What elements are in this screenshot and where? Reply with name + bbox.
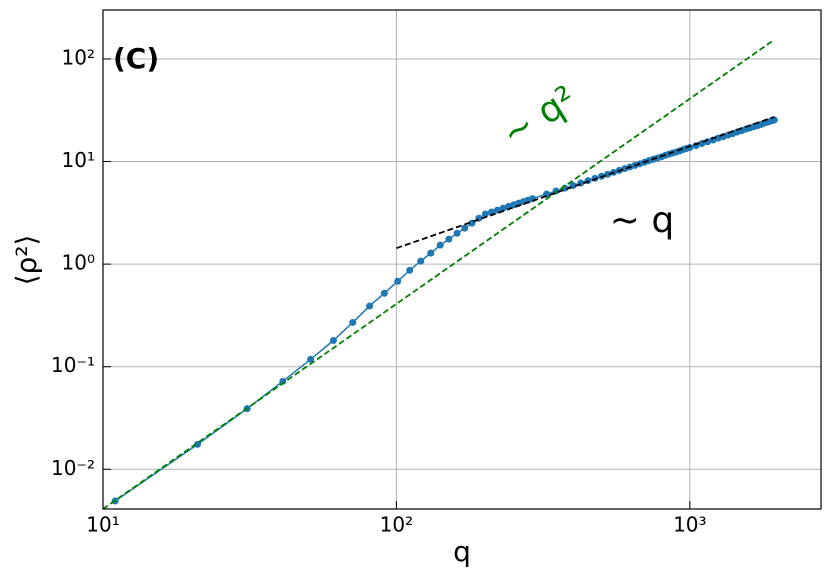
slope-annotation: ~ q²: [495, 78, 584, 155]
y-tick-label: 10²: [62, 45, 95, 69]
series-line: [396, 116, 775, 250]
data-point: [427, 249, 435, 257]
data-point: [194, 440, 202, 448]
y-tick-label: 10¹: [62, 148, 95, 172]
data-point: [380, 289, 388, 297]
data-point: [453, 229, 461, 237]
plot-frame: [102, 9, 822, 510]
x-axis-label: q: [453, 535, 471, 568]
data-point: [329, 337, 337, 345]
data-point: [307, 355, 315, 363]
grid: [102, 10, 821, 509]
x-tick-label: 10¹: [86, 513, 119, 537]
data-point: [406, 266, 414, 274]
data-point: [445, 235, 453, 243]
data-point: [366, 302, 374, 310]
series-line: [103, 38, 775, 509]
data-point: [417, 257, 425, 265]
y-tick-label: 10⁻²: [51, 456, 95, 480]
y-tick-label: 10⁻¹: [51, 353, 95, 377]
y-axis-label: ⟨ρ²⟩: [10, 235, 43, 286]
data-point: [481, 210, 489, 218]
data-point: [394, 277, 402, 285]
y-tick-label: 10⁰: [62, 251, 95, 275]
x-tick-label: 10²: [380, 513, 413, 537]
x-tick-label: 10³: [673, 513, 706, 537]
slope-annotation: ~ q: [610, 200, 674, 241]
series-line: [114, 119, 775, 502]
ticks: 10¹ 10² 10³ 10⁻² 10⁻¹ 10⁰ 10¹ 10²: [51, 45, 707, 536]
data-point: [349, 318, 357, 326]
data-point: [686, 144, 694, 152]
data-point: [436, 241, 444, 249]
data-point: [499, 204, 507, 212]
plot: [103, 38, 778, 509]
data-point: [461, 224, 469, 232]
panel-label: (C): [113, 42, 159, 75]
